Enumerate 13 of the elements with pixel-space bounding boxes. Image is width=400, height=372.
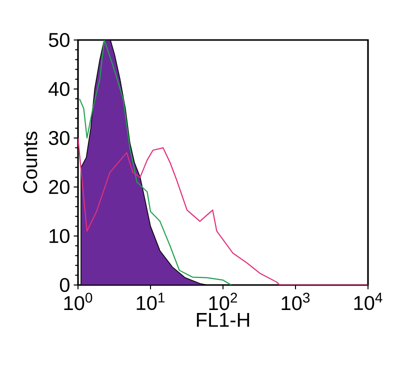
x-tick-label: 10$^{2}$ [209,292,238,310]
y-tick-label: 30 [48,130,70,146]
y-tick-label: 10 [50,228,70,244]
x-tick-label: 10$^{1}$ [136,292,165,310]
x-tick-label: 10$^{0}$ [64,292,92,310]
y-tick-label: 20 [49,180,70,194]
y-tick-label: 50 [48,32,70,48]
x-tick-label: 10$^{4}$ [354,292,382,310]
y-axis-title: Counts [23,132,38,194]
x-axis-title: FL1-H [196,313,250,327]
y-tick-label: 40 [48,82,70,96]
x-tick-label: 10$^{3}$ [282,292,310,310]
y-tick-label: 0 [60,278,70,292]
